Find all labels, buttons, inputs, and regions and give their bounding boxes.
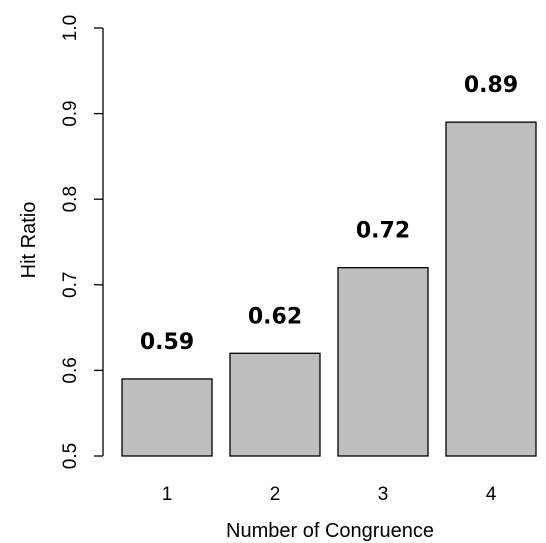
y-tick-label-5: 1.0: [60, 15, 81, 41]
x-tick-label-4: 4: [486, 484, 497, 505]
x-tick-label-2: 2: [270, 484, 281, 505]
data-label-4: 0.89: [464, 73, 518, 98]
x-axis-label: Number of Congruence: [226, 520, 434, 542]
x-tick-label-1: 1: [162, 484, 173, 505]
x-tick-label-3: 3: [378, 484, 389, 505]
y-axis-label: Hit Ratio: [18, 202, 40, 279]
bar-2: [229, 352, 321, 457]
data-label-1: 0.59: [140, 330, 194, 355]
y-tick-label-4: 0.9: [60, 100, 81, 126]
bar-4: [445, 121, 537, 457]
bar-3: [337, 267, 429, 457]
plot-area: 0.5 0.6 0.7 0.8 0.9 1.0 0.59 1 0.62 2 0.72 3 0.89 4: [60, 15, 537, 505]
y-tick-label-3: 0.8: [60, 186, 81, 212]
y-tick-label-1: 0.6: [60, 357, 81, 383]
data-label-3: 0.72: [356, 219, 410, 244]
y-tick-label-0: 0.5: [60, 443, 81, 469]
y-tick-label-2: 0.7: [60, 272, 81, 298]
data-label-2: 0.62: [248, 304, 302, 329]
bar-1: [121, 378, 213, 457]
